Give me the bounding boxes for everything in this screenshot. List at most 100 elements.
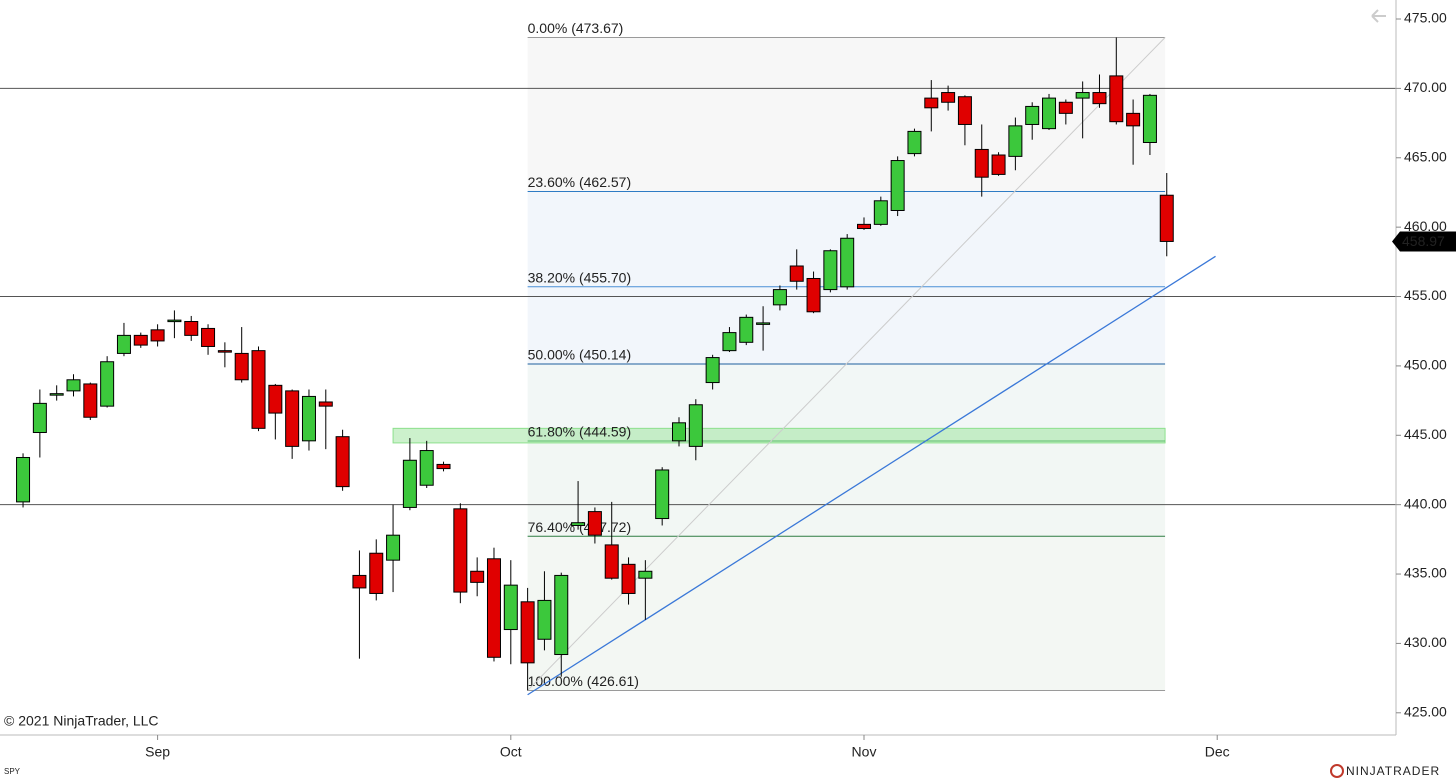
zone [392,427,1166,444]
x-tick-label: Dec [1205,744,1230,760]
candle-body [789,265,804,282]
candle-body [957,96,972,125]
candle-body [453,508,468,593]
candle-body [201,327,216,347]
candle-body [756,322,771,325]
candle-body [335,436,350,488]
x-tick-label: Sep [145,744,170,760]
candle-body [100,361,115,407]
fib-label: 50.00% (450.14) [528,347,632,363]
candle-body [823,250,838,291]
candle-body [1142,94,1157,144]
candle-body [907,130,922,155]
candle-body [150,329,165,342]
fib-band [527,536,1166,691]
candle-body [604,544,619,579]
candle-body [739,316,754,343]
candle-body [1159,194,1174,242]
fib-label: 100.00% (426.61) [528,673,639,689]
candle-body [974,148,989,178]
candle-body [352,574,367,589]
candle-body [873,200,888,225]
candle-body [301,395,316,442]
candle-body [369,552,384,594]
fib-label: 38.20% (455.70) [528,270,632,286]
candle-body [133,334,148,346]
candle-body [318,401,333,407]
candle-body [386,534,401,561]
y-tick-label: 475.00 [1404,10,1447,26]
candle-body [857,223,872,230]
trendline [527,255,1216,696]
x-tick-label: Oct [500,744,522,760]
fib-band [527,440,1166,537]
candle-body [890,160,905,211]
candle-body [924,97,939,109]
y-tick-label: 440.00 [1404,495,1447,511]
x-tick-label: Nov [852,744,877,760]
candle-body [1109,75,1124,123]
candle-body [268,384,283,414]
candle-body [503,584,518,631]
candle-body [83,383,98,418]
fib-label: 76.40% (437.72) [528,519,632,535]
fib-label: 0.00% (473.67) [528,20,624,36]
candle-body [66,379,81,392]
brand: NINJATRADER [1346,764,1440,778]
copyright: © 2021 NinjaTrader, LLC [4,713,159,729]
last-price-box [1392,231,1456,252]
candle-body [991,154,1006,175]
candle-body [638,570,653,579]
candle-body [16,456,31,503]
candle-body [1042,97,1057,130]
y-tick-label: 470.00 [1404,79,1447,95]
candle-body [167,319,182,323]
candle-body [621,563,636,594]
candle-body [671,422,686,442]
fib-band [527,37,1166,192]
copyright-bg [0,712,172,732]
candle-body [419,450,434,486]
candle-body [655,469,670,520]
candle-body [587,511,602,536]
y-tick-label: 450.00 [1404,357,1447,373]
back-arrow[interactable] [1371,9,1386,23]
candle-body [1025,105,1040,125]
y-tick-label: 430.00 [1404,634,1447,650]
y-tick-label: 465.00 [1404,148,1447,164]
candle-body [941,92,956,103]
watermark: SPY [4,767,21,776]
candle-body [705,357,720,384]
fib-band [527,286,1166,364]
candle-body [840,237,855,288]
candle-body [806,277,821,313]
candle-body [234,352,249,381]
candle-body [571,522,586,526]
candle-body [217,350,232,353]
y-tick-label: 445.00 [1404,426,1447,442]
candle-body [402,459,417,508]
brand-icon [1330,764,1344,778]
candle-body [116,334,131,354]
candle-body [486,558,501,658]
candle-body [688,404,703,447]
candle-body [1008,125,1023,157]
candle-body [1075,92,1090,99]
candle-body [1092,92,1107,105]
y-tick-label: 435.00 [1404,565,1447,581]
fib-label: 23.60% (462.57) [528,174,632,190]
candle-body [32,402,47,434]
candle-body [436,463,451,470]
candle-body [49,393,64,396]
candle-body [470,570,485,583]
candle-body [520,601,535,664]
y-tick-label: 455.00 [1404,287,1447,303]
plot-area: 0.00% (473.67) 23.60% (462.57) 38.20% (455… [0,20,1396,696]
y-tick-label: 460.00 [1404,218,1447,234]
fib-label: 61.80% (444.59) [528,424,632,440]
candle-body [1126,112,1141,127]
candle-body [1058,101,1073,114]
candle-body [184,321,199,336]
candle-body [554,574,569,656]
